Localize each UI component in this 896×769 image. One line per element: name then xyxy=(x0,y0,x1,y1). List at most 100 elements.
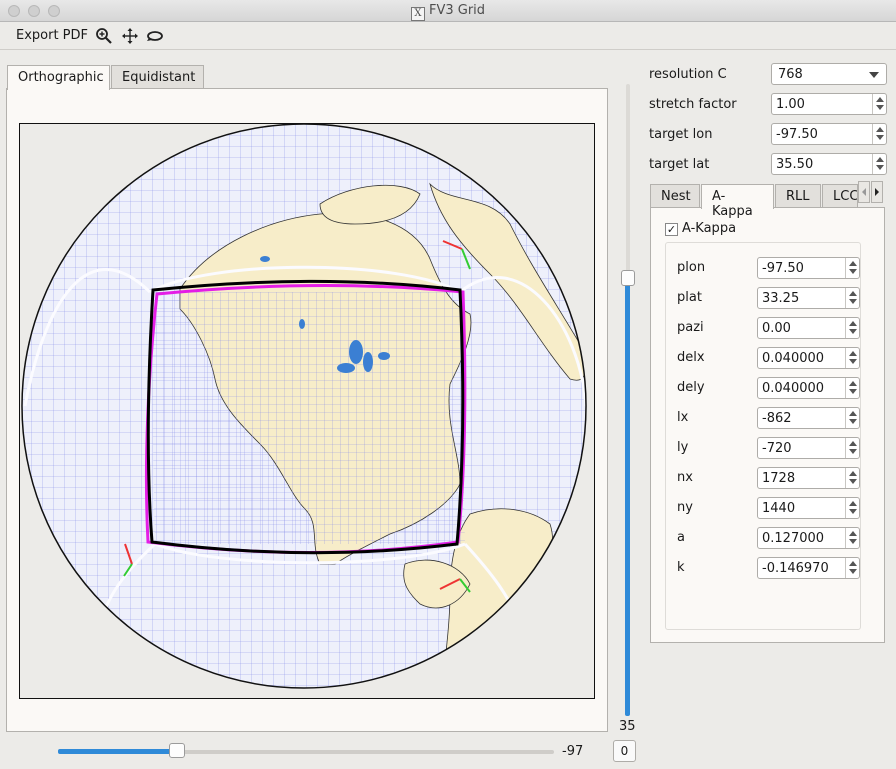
tab-scroll-left-button[interactable] xyxy=(858,181,870,203)
spin-up-icon[interactable] xyxy=(849,441,857,446)
close-window-button[interactable] xyxy=(8,5,20,17)
spin-up-icon[interactable] xyxy=(876,127,884,132)
stretch-factor-label: stretch factor xyxy=(649,97,737,112)
spin-down-icon[interactable] xyxy=(876,165,884,170)
move-icon[interactable] xyxy=(121,27,139,45)
spin-down-icon[interactable] xyxy=(849,509,857,514)
param-spinbox-a[interactable]: 0.127000 xyxy=(757,527,860,549)
resolution-label: resolution C xyxy=(649,67,727,82)
target-lat-label: target lat xyxy=(649,157,710,172)
param-label-a: a xyxy=(677,530,685,545)
a-kappa-checkbox-label: A-Kappa xyxy=(682,221,737,236)
reset-button[interactable]: 0 xyxy=(613,740,636,762)
window-title: FV3 Grid xyxy=(428,3,486,18)
minimize-window-button[interactable] xyxy=(28,5,40,17)
spin-up-icon[interactable] xyxy=(849,321,857,326)
spin-down-icon[interactable] xyxy=(849,389,857,394)
param-label-plat: plat xyxy=(677,290,702,305)
param-spinbox-ny[interactable]: 1440 xyxy=(757,497,860,519)
rotate-icon[interactable] xyxy=(146,27,164,45)
param-value-nx: 1728 xyxy=(762,471,796,486)
param-value-plat: 33.25 xyxy=(762,291,800,306)
param-value-k: -0.146970 xyxy=(762,561,829,576)
chevron-right-icon xyxy=(875,188,879,196)
param-spinbox-dely[interactable]: 0.040000 xyxy=(757,377,860,399)
spin-down-icon[interactable] xyxy=(849,419,857,424)
spin-up-icon[interactable] xyxy=(849,531,857,536)
latitude-slider-fill xyxy=(625,278,630,716)
spin-down-icon[interactable] xyxy=(849,569,857,574)
latitude-slider-track xyxy=(626,84,630,278)
spin-down-icon[interactable] xyxy=(849,449,857,454)
spin-up-icon[interactable] xyxy=(849,351,857,356)
tab-scroll-right-button[interactable] xyxy=(871,181,883,203)
window-title-area: X FV3 Grid xyxy=(0,3,896,21)
latitude-slider-value: 35 xyxy=(619,719,636,734)
target-lon-label: target lon xyxy=(649,127,713,142)
longitude-slider-track xyxy=(176,750,554,754)
spin-up-icon[interactable] xyxy=(849,561,857,566)
spin-down-icon[interactable] xyxy=(849,269,857,274)
longitude-slider-fill xyxy=(58,749,176,754)
tab-lcc[interactable]: LCC xyxy=(822,184,858,208)
resolution-select[interactable]: 768 xyxy=(771,63,887,85)
spin-up-icon[interactable] xyxy=(849,291,857,296)
param-spinbox-plat[interactable]: 33.25 xyxy=(757,287,860,309)
zoom-in-icon[interactable] xyxy=(95,27,113,45)
latitude-slider-handle[interactable] xyxy=(621,270,635,286)
spin-down-icon[interactable] xyxy=(876,135,884,140)
globe-map[interactable] xyxy=(20,124,595,699)
param-value-pazi: 0.00 xyxy=(762,321,791,336)
spin-down-icon[interactable] xyxy=(849,479,857,484)
chevron-left-icon xyxy=(862,188,866,196)
param-value-ly: -720 xyxy=(762,441,792,456)
tab-equidistant[interactable]: Equidistant xyxy=(111,65,204,89)
param-value-plon: -97.50 xyxy=(762,261,804,276)
param-value-delx: 0.040000 xyxy=(762,351,825,366)
spin-up-icon[interactable] xyxy=(876,97,884,102)
spin-down-icon[interactable] xyxy=(849,359,857,364)
param-spinbox-lx[interactable]: -862 xyxy=(757,407,860,429)
stretch-factor-spinbox[interactable]: 1.00 xyxy=(771,93,887,115)
param-spinbox-pazi[interactable]: 0.00 xyxy=(757,317,860,339)
target-lon-value: -97.50 xyxy=(776,127,818,142)
param-spinbox-nx[interactable]: 1728 xyxy=(757,467,860,489)
a-kappa-checkbox[interactable]: ✓ xyxy=(665,223,678,236)
param-value-a: 0.127000 xyxy=(762,531,825,546)
param-spinbox-plon[interactable]: -97.50 xyxy=(757,257,860,279)
tab-a-kappa[interactable]: A-Kappa xyxy=(701,184,774,219)
target-lon-spinbox[interactable]: -97.50 xyxy=(771,123,887,145)
tab-nest[interactable]: Nest xyxy=(650,184,700,208)
spin-up-icon[interactable] xyxy=(849,471,857,476)
tab-orthographic[interactable]: Orthographic xyxy=(7,65,110,90)
longitude-slider[interactable] xyxy=(58,743,554,758)
spin-down-icon[interactable] xyxy=(849,329,857,334)
spin-up-icon[interactable] xyxy=(849,261,857,266)
spin-up-icon[interactable] xyxy=(849,381,857,386)
param-value-ny: 1440 xyxy=(762,501,796,516)
spin-up-icon[interactable] xyxy=(876,157,884,162)
param-label-pazi: pazi xyxy=(677,320,704,335)
latitude-slider[interactable] xyxy=(621,84,635,716)
longitude-slider-handle[interactable] xyxy=(169,743,185,758)
param-spinbox-ly[interactable]: -720 xyxy=(757,437,860,459)
chevron-down-icon xyxy=(869,72,879,78)
spin-up-icon[interactable] xyxy=(849,411,857,416)
map-canvas[interactable] xyxy=(19,123,595,699)
spin-up-icon[interactable] xyxy=(849,501,857,506)
spin-down-icon[interactable] xyxy=(849,539,857,544)
param-spinbox-delx[interactable]: 0.040000 xyxy=(757,347,860,369)
a-kappa-params-group: plon -97.50 plat 33.25 pazi 0.00 delx 0.040000 d… xyxy=(665,242,861,630)
tab-rll[interactable]: RLL xyxy=(775,184,821,208)
target-lat-spinbox[interactable]: 35.50 xyxy=(771,153,887,175)
resolution-value: 768 xyxy=(778,67,803,82)
spin-down-icon[interactable] xyxy=(876,105,884,110)
a-kappa-panel: ✓ A-Kappa plon -97.50 plat 33.25 pazi 0.00 del… xyxy=(650,207,885,643)
target-lat-value: 35.50 xyxy=(776,157,814,172)
param-label-lx: lx xyxy=(677,410,689,425)
spin-down-icon[interactable] xyxy=(849,299,857,304)
param-label-k: k xyxy=(677,560,685,575)
param-spinbox-k[interactable]: -0.146970 xyxy=(757,557,860,579)
zoom-window-button[interactable] xyxy=(48,5,60,17)
export-pdf-button[interactable]: Export PDF xyxy=(16,28,89,43)
